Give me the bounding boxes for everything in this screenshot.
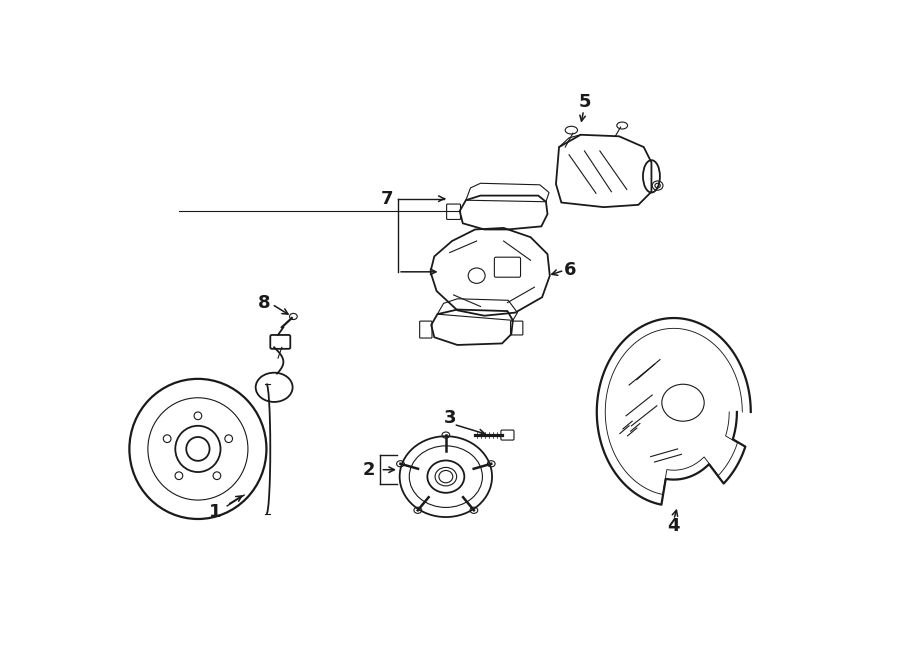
Text: 8: 8: [257, 293, 270, 311]
Text: 6: 6: [564, 261, 577, 280]
Text: 7: 7: [381, 190, 393, 208]
Text: 5: 5: [578, 93, 590, 112]
Text: 1: 1: [209, 503, 221, 521]
Text: 2: 2: [363, 461, 375, 479]
Text: 4: 4: [668, 517, 680, 535]
Text: 3: 3: [444, 409, 456, 427]
